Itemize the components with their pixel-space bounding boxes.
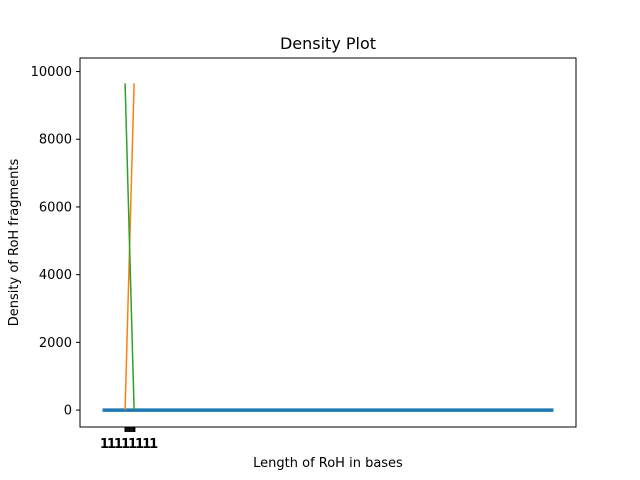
x-axis: 11111111 — [100, 427, 160, 452]
series-line-3 — [124, 83, 135, 411]
plot-frame — [79, 57, 577, 428]
x-axis-label: Length of RoH in bases — [253, 456, 403, 471]
y-tick-label: 8000 — [39, 133, 72, 148]
chart-title: Density Plot — [280, 34, 376, 53]
y-tick-label: 10000 — [31, 65, 72, 80]
y-tick-label: 2000 — [39, 336, 72, 351]
y-axis-label: Density of RoH fragments — [7, 159, 22, 327]
y-tick-label: 0 — [64, 404, 72, 419]
y-tick-label: 6000 — [39, 200, 72, 215]
x-tick-labels: 11111111 — [100, 437, 158, 452]
series-lines — [102, 83, 554, 412]
y-axis: 0 2000 4000 6000 8000 10000 — [31, 65, 80, 419]
y-tick-label: 4000 — [39, 268, 72, 283]
